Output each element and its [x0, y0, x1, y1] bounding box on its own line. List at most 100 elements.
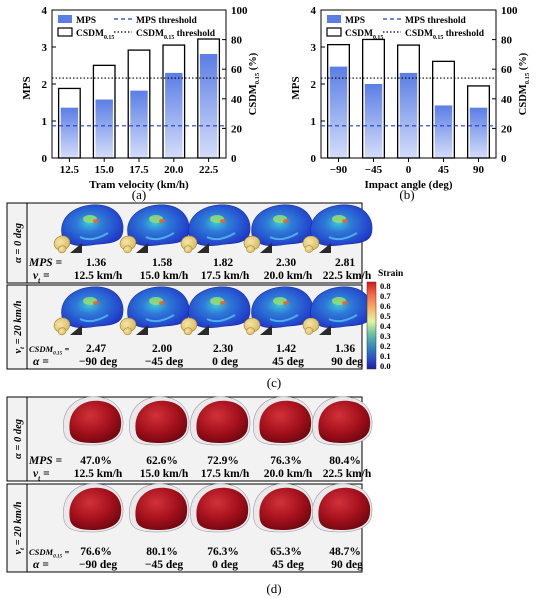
panel-c-row1-impact-wedge-4 [260, 243, 272, 253]
chartb-mps-bar [329, 66, 348, 158]
panel-c-row1-value-1: 1.36 [86, 257, 106, 269]
panel-d-row1-brain-1 [63, 396, 124, 446]
panel-c-row2-brain-2-gyrus [145, 314, 175, 323]
panel-c-row1-side-label: α = 0 deg [13, 223, 24, 263]
charta-ytick-right-label: 60 [231, 64, 243, 76]
panel-d: α = 0 deg MPS =vt = 47.0%12.5 km/h 62.6%15.… [6, 396, 373, 573]
colorbar-gradient [366, 281, 377, 370]
panel-d-row1-cond-prefix: vt = [33, 468, 50, 482]
panel-c-row2-impact-wedge-2 [136, 325, 148, 335]
panel-d-row1-condition-5: 22.5 km/h [323, 468, 372, 480]
panel-c-row2-cond-prefix: α = [33, 356, 49, 368]
charta-xlabel: Tram velocity (km/h) [89, 179, 189, 191]
chartb-ytick-right-label: 40 [501, 94, 513, 106]
colorbar-tick-label: 0.8 [380, 281, 391, 291]
panel-label-c: (c) [267, 375, 281, 390]
colorbar-tick-label: 0.2 [380, 341, 391, 351]
panel-d-row1-side-label: α = 0 deg [13, 419, 24, 459]
panel-d-row2-value-3: 76.3% [207, 546, 239, 558]
panel-d-row1-brain-5 [312, 396, 373, 446]
panel-c-row1-impact-wedge-1 [70, 243, 82, 253]
panel-c-row2-condition-1: −90 deg [79, 356, 117, 368]
panel-c-row1-head-icon-2 [119, 235, 137, 254]
chartb-legend-csdm-swatch [326, 27, 342, 37]
panel-c-row2-brain-5-gyrus [328, 314, 358, 323]
panel-d-row1-brain-3 [190, 396, 251, 446]
colorbar-tick-label: 0.1 [380, 351, 391, 361]
panel-c-row2-value-5: 1.36 [335, 343, 355, 355]
chartb-mps-bar [434, 105, 453, 158]
panel-d-row2-value-2: 80.1% [146, 546, 178, 558]
panel-d-row1-brain-1-shape [69, 400, 122, 443]
panel-d-row2-cond-prefix: α = [33, 559, 49, 571]
chartb-ytick-right-label: 20 [501, 123, 513, 135]
panel-c-row2-brain-1-peak [93, 301, 99, 305]
panel-c-row2-impact-wedge-3 [197, 325, 209, 335]
panel-c-row1-value-5: 2.81 [335, 257, 355, 269]
charta-legend-csdm-swatch [57, 27, 73, 37]
panel-d-row1-brain-2 [129, 396, 190, 446]
charta-ytick-right-label: 80 [231, 35, 243, 47]
panel-c-row2-impact-wedge-4 [260, 325, 272, 335]
chartb-legend-csdm-thr-label: CSDM0.15 threshold [405, 29, 485, 41]
panel-d-row2-condition-4: 45 deg [272, 559, 304, 571]
charta-legend-mps-swatch [58, 15, 72, 23]
panel-c-row1-condition-2: 15.0 km/h [140, 270, 189, 282]
panel-d-row1-value-4: 76.3% [270, 455, 302, 467]
charta-xtick-label: 17.5 [129, 164, 149, 176]
chartb-ylabel-left: MPS [290, 76, 302, 99]
panel-d-row1-value-3: 72.9% [207, 455, 239, 467]
panel-c-row2-brain-4-peak [283, 301, 289, 305]
charta-ytick-right-label: 40 [231, 94, 243, 106]
panel-d-row2-brain-5-shape [318, 487, 371, 530]
panel-d-row2-brain-3-shape [196, 487, 249, 530]
panel-c-row2-head-icon-3 [180, 317, 198, 336]
panel-d-row2-condition-3: 0 deg [212, 559, 238, 571]
panel-label-b: (b) [399, 187, 414, 202]
panel-c-row1-head-icon-2-jaw [123, 245, 132, 254]
panel-c-row1-brain-2 [127, 204, 190, 246]
panel-c-row2-value-2: 2.00 [152, 343, 172, 355]
panel-d-row2-brain-2 [129, 483, 190, 533]
panel-d-row1-brain-2-shape [135, 400, 188, 443]
chartb-xlabel: Impact angle (deg) [365, 179, 453, 191]
panel-c-row1-value-2: 1.58 [152, 257, 172, 269]
panel-d-row1-value-2: 62.6% [146, 455, 178, 467]
charta-mps-bar [95, 99, 113, 158]
panel-c-row2-head-icon-3-jaw [183, 327, 193, 336]
panel-d-row1-brain-4-shape [259, 400, 312, 443]
charta-legend-csdm-label: CSDM0.15 [76, 29, 114, 41]
panel-c-row2-head-icon-5-jaw [304, 327, 314, 335]
panel-d-row1-value-5: 80.4% [329, 455, 361, 467]
panel-c-row2-brain-4 [251, 286, 314, 328]
panel-c-row1-impact-wedge-3 [197, 243, 209, 253]
charta-xtick-label: 20.0 [164, 164, 184, 176]
panel-c-row2-value-3: 2.30 [213, 343, 233, 355]
charta-ylabel-right: CSDM0.15 (%) [248, 52, 261, 115]
panel-c-row2-condition-2: −45 deg [145, 356, 183, 368]
chartb-xtick-label: 90 [473, 164, 485, 176]
panel-c-row2-head-icon-2-jaw [123, 327, 132, 336]
panel-d-row1-condition-4: 20.0 km/h [264, 468, 313, 480]
chartb-xtick-label: −90 [330, 164, 348, 176]
panel-c-row1-head-icon-4 [243, 235, 261, 253]
panel-c-row1-brain-2-peak [159, 219, 165, 223]
panel-c-row1-value-prefix: MPS = [28, 257, 63, 269]
chartb-mps-bar [364, 84, 383, 158]
chartb-xtick-label: −45 [365, 164, 383, 176]
panel-c-row1-condition-4: 20.0 km/h [264, 270, 313, 282]
chartb-ytick-right-label: 0 [501, 153, 507, 165]
panel-label-d: (d) [266, 581, 281, 596]
panel-d-row2-condition-1: −90 deg [79, 559, 117, 571]
chartb-ytick-right-label: 80 [501, 35, 513, 47]
charta-ytick-right-label: 0 [231, 153, 237, 165]
chartb-ytick-left-label: 3 [311, 42, 317, 54]
panel-label-a: (a) [132, 187, 146, 202]
panel-c-row1-brain-2-gyrus [145, 232, 175, 241]
panel-c-row1-brain-5-gyrus [328, 232, 358, 241]
panel-d-row2-condition-2: −45 deg [145, 559, 183, 571]
charta-legend-mps-label: MPS [76, 16, 96, 26]
charta-ytick-left-label: 4 [42, 5, 48, 17]
panel-d-row2-brain-3 [190, 483, 251, 533]
